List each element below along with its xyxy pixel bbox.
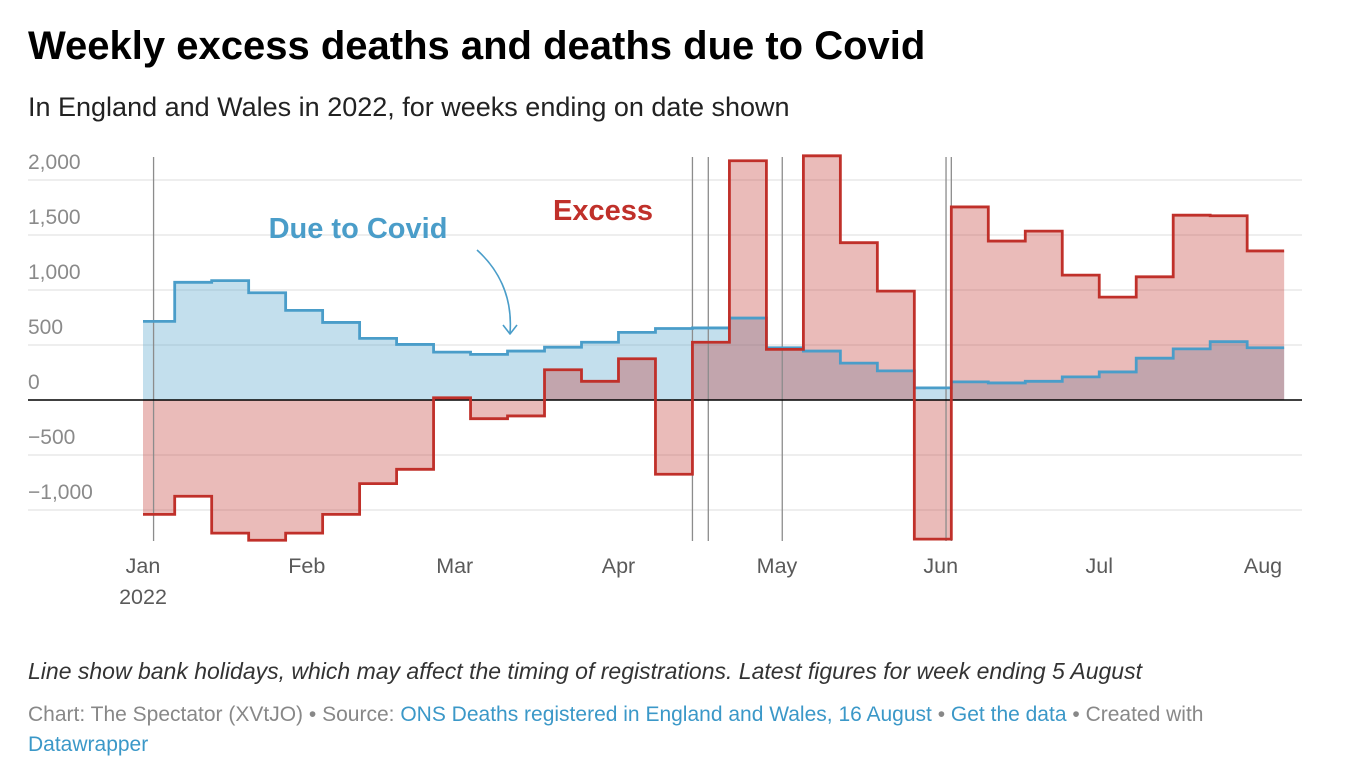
series-label-excess: Excess xyxy=(553,195,653,227)
series-label-due-to-covid: Due to Covid xyxy=(269,213,448,245)
x-tick-label: Feb xyxy=(288,554,325,578)
x-tick-label: Jun xyxy=(923,554,958,578)
area-due-to-covid xyxy=(143,280,1285,400)
x-tick-label: Jan xyxy=(126,554,161,578)
chart-subtitle: In England and Wales in 2022, for weeks … xyxy=(28,92,790,122)
series-line-excess xyxy=(143,154,1285,542)
source-link[interactable]: ONS Deaths registered in England and Wal… xyxy=(400,703,932,726)
series-line-due-to-covid xyxy=(143,279,1285,390)
annotation-arrow xyxy=(476,249,512,334)
chart-credit: Chart: The Spectator (XVtJO) xyxy=(28,703,304,726)
footer-separator: • xyxy=(308,703,317,726)
y-tick-label: 1,500 xyxy=(28,206,81,229)
footer-credits: Chart: The Spectator (XVtJO) • Source: O… xyxy=(28,700,1268,760)
get-the-data-link[interactable]: Get the data xyxy=(950,703,1067,726)
y-tick-label: 500 xyxy=(28,316,63,339)
y-tick-label: 0 xyxy=(28,371,40,394)
series-areas xyxy=(143,155,1285,541)
x-tick-label: Mar xyxy=(436,554,473,578)
y-tick-label: 1,000 xyxy=(28,261,81,284)
x-tick-label: Jul xyxy=(1085,554,1112,578)
axis-labels: 2,000 1,500 1,000 500 0 −500 −1,000 Jan Feb Mar Ap… xyxy=(28,151,1282,609)
y-tick-label: 2,000 xyxy=(28,151,81,174)
x-tick-label: Apr xyxy=(602,554,635,578)
x-tick-label: Aug xyxy=(1244,554,1282,578)
footer-separator: • xyxy=(937,703,946,726)
series-lines xyxy=(143,154,1285,542)
chart-plot: 2,000 1,500 1,000 500 0 −500 −1,000 Jan Feb Mar Ap… xyxy=(28,151,1302,609)
area-excess xyxy=(143,155,1285,541)
gridlines xyxy=(28,179,1302,511)
x-tick-label: May xyxy=(757,554,798,578)
y-tick-label: −1,000 xyxy=(28,481,93,504)
x-tick-year-label: 2022 xyxy=(119,585,167,609)
created-with-label: Created with xyxy=(1085,703,1204,726)
annotations: Due to Covid Excess xyxy=(269,195,653,335)
annotation-arrowhead-icon xyxy=(502,324,518,335)
chart-notes: Line show bank holidays, which may affec… xyxy=(28,658,1142,684)
chart-title: Weekly excess deaths and deaths due to C… xyxy=(28,24,926,68)
source-label: Source: xyxy=(322,703,395,726)
footer-separator: • xyxy=(1072,703,1080,726)
datawrapper-link[interactable]: Datawrapper xyxy=(28,733,149,756)
y-tick-label: −500 xyxy=(28,426,75,449)
